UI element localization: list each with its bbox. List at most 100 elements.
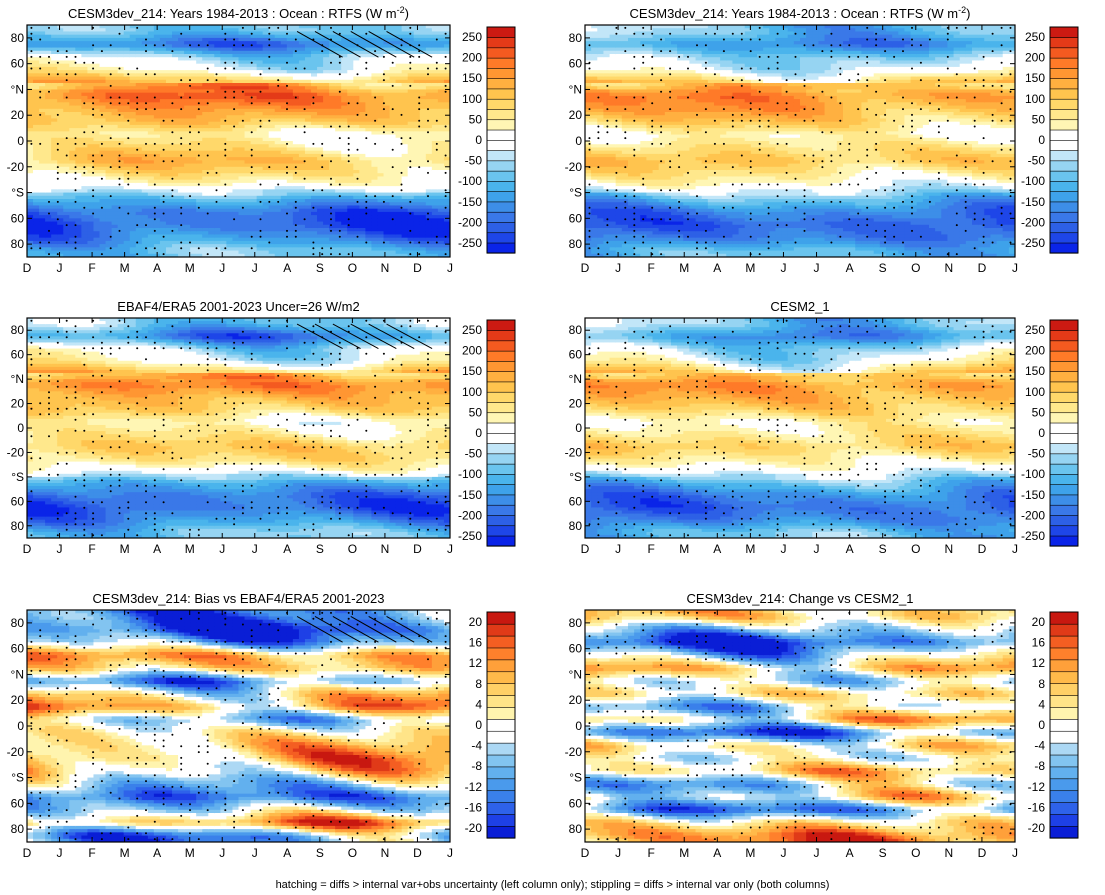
heatmap-cell [220, 83, 228, 87]
heatmap-cell [129, 79, 137, 84]
heatmap-cell [33, 50, 40, 55]
heatmap-cell [99, 134, 107, 139]
heatmap-cell [395, 211, 403, 216]
heatmap-cell [274, 86, 282, 91]
heatmap-cell [214, 224, 221, 229]
heatmap-cell [292, 182, 300, 187]
heatmap-cell [359, 28, 366, 33]
heatmap-cell [184, 124, 191, 129]
heatmap-cell [178, 250, 185, 255]
heatmap-cell [63, 244, 70, 248]
heatmap-cell [220, 160, 228, 165]
heatmap-cell [69, 41, 76, 45]
heatmap-cell [377, 147, 385, 152]
heatmap-cell [69, 128, 76, 132]
heatmap-cell [172, 176, 179, 181]
heatmap-cell [178, 92, 185, 97]
heatmap-cell [383, 211, 391, 216]
heatmap-cell [286, 121, 294, 126]
heatmap-cell [93, 173, 101, 178]
heatmap-cell [129, 108, 137, 113]
heatmap-cell [129, 41, 137, 45]
heatmap-cell [256, 83, 264, 87]
heatmap-cell [329, 192, 336, 197]
heatmap-cell [431, 144, 439, 149]
heatmap-cell [377, 76, 385, 81]
heatmap-cell [202, 202, 209, 207]
heatmap-cell [165, 89, 173, 94]
heatmap-cell [256, 253, 264, 257]
heatmap-cell [262, 137, 270, 142]
heatmap-cell [63, 83, 70, 87]
heatmap-cell [353, 76, 360, 81]
heatmap-cell [262, 150, 270, 155]
heatmap-cell [45, 86, 52, 91]
heatmap-cell [256, 240, 264, 245]
heatmap-cell [389, 150, 397, 155]
heatmap-cell [184, 60, 191, 65]
heatmap-cell [431, 76, 439, 81]
heatmap-cell [317, 34, 324, 39]
heatmap-cell [329, 208, 336, 213]
heatmap-cell [232, 70, 240, 74]
heatmap-cell [323, 41, 330, 45]
heatmap-cell [244, 25, 252, 29]
heatmap-cell [87, 41, 95, 45]
heatmap-cell [262, 57, 270, 62]
heatmap-cell [304, 173, 312, 178]
heatmap-cell [413, 105, 421, 110]
heatmap-cell [286, 137, 294, 142]
heatmap-cell [111, 153, 119, 158]
heatmap-cell [159, 63, 167, 68]
heatmap-cell [111, 240, 119, 245]
heatmap-cell [274, 137, 282, 142]
heatmap-cell [117, 228, 125, 232]
heatmap-cell [69, 179, 76, 184]
heatmap-cell [262, 60, 270, 65]
heatmap-cell [135, 70, 143, 74]
heatmap-cell [135, 170, 143, 174]
heatmap-cell [256, 92, 264, 97]
heatmap-cell [63, 186, 70, 190]
heatmap-cell [153, 199, 161, 203]
heatmap-cell [184, 163, 191, 168]
heatmap-cell [190, 170, 197, 174]
heatmap-cell [208, 73, 215, 78]
heatmap-cell [437, 89, 445, 94]
heatmap-cell [347, 253, 354, 257]
heatmap-cell [262, 112, 270, 116]
heatmap-cell [232, 250, 240, 255]
heatmap-cell [39, 76, 46, 81]
heatmap-cell [256, 112, 264, 116]
heatmap-cell [69, 247, 76, 252]
heatmap-cell [311, 195, 318, 200]
heatmap-cell [87, 147, 95, 152]
heatmap-cell [425, 228, 433, 232]
heatmap-cell [323, 31, 330, 36]
heatmap-cell [250, 218, 258, 223]
heatmap-cell [33, 166, 40, 171]
heatmap-cell [407, 228, 415, 232]
heatmap-cell [226, 37, 234, 42]
heatmap-cell [317, 195, 324, 200]
heatmap-cell [99, 247, 107, 252]
heatmap-cell [329, 112, 336, 116]
heatmap-cell [304, 63, 312, 68]
heatmap-cell [33, 224, 40, 229]
heatmap-cell [51, 115, 58, 120]
heatmap-cell [256, 79, 264, 84]
heatmap-cell [413, 157, 421, 161]
heatmap-cell [178, 131, 185, 136]
heatmap-cell [425, 89, 433, 94]
heatmap-cell [238, 105, 246, 110]
heatmap-cell [63, 118, 70, 123]
heatmap-cell [75, 37, 82, 42]
heatmap-cell [208, 108, 215, 113]
heatmap-cell [407, 83, 415, 87]
heatmap-cell [208, 54, 215, 58]
heatmap-cell [232, 141, 240, 145]
heatmap-cell [347, 195, 354, 200]
heatmap-cell [123, 182, 131, 187]
heatmap-cell [57, 79, 64, 84]
heatmap-cell [286, 70, 294, 74]
